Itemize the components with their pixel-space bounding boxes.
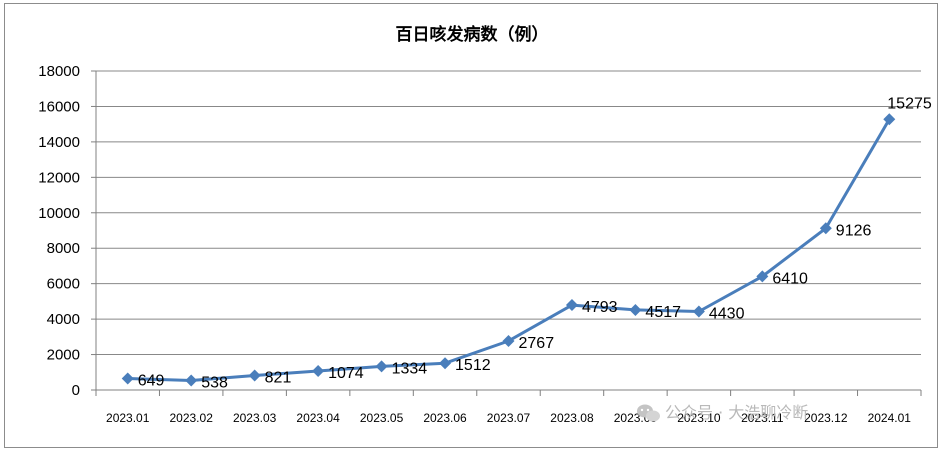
data-point-marker bbox=[883, 113, 896, 126]
data-label: 4517 bbox=[645, 304, 681, 321]
x-tick-label: 2023.02 bbox=[169, 411, 213, 425]
data-point-marker bbox=[629, 303, 642, 316]
data-label: 6410 bbox=[772, 270, 808, 287]
x-tick-label: 2023.03 bbox=[233, 411, 277, 425]
x-tick-label: 2023.06 bbox=[423, 411, 467, 425]
x-tick-label: 2023.04 bbox=[296, 411, 340, 425]
y-tick-label: 16000 bbox=[38, 98, 80, 115]
data-label: 15275 bbox=[887, 95, 932, 112]
watermark: 公众号 · 大浩聊冷断 bbox=[637, 403, 808, 422]
data-label: 1512 bbox=[455, 357, 491, 374]
data-label: 4430 bbox=[709, 305, 745, 322]
x-tick-label: 2023.10 bbox=[677, 411, 721, 425]
data-point-marker bbox=[692, 305, 705, 318]
line-chart: 百日咳发病数（例） 0 2000 4000 6000 8000 10000 12000 140… bbox=[38, 24, 932, 425]
data-point-marker bbox=[756, 270, 769, 283]
data-point-marker bbox=[185, 374, 198, 387]
chart-title: 百日咳发病数（例） bbox=[396, 24, 549, 45]
x-tick-label: 2023.05 bbox=[360, 411, 404, 425]
x-tick-label: 2023.07 bbox=[487, 411, 531, 425]
x-tick-label: 2023.12 bbox=[804, 411, 848, 425]
x-tick-label: 2023.11 bbox=[741, 411, 784, 425]
data-label: 4793 bbox=[582, 299, 618, 316]
y-tick-label: 2000 bbox=[47, 347, 80, 364]
data-labels: 649 538 821 1074 1334 1512 2767 4793 4517 4430 641… bbox=[138, 95, 932, 391]
data-point-marker bbox=[121, 372, 134, 385]
watermark-text: 公众号 · 大浩聊冷断 bbox=[665, 403, 808, 422]
data-point-marker bbox=[502, 334, 515, 347]
data-point-marker bbox=[439, 357, 452, 370]
data-point-marker bbox=[248, 369, 261, 382]
wechat-icon bbox=[637, 404, 660, 422]
x-tick-label: 2023.01 bbox=[106, 411, 150, 425]
y-tick-label: 0 bbox=[72, 382, 80, 399]
y-tick-label: 10000 bbox=[38, 205, 80, 222]
data-point-marker bbox=[819, 222, 832, 235]
y-tick-label: 6000 bbox=[47, 276, 80, 293]
gridlines bbox=[96, 70, 921, 356]
data-label: 2767 bbox=[519, 335, 555, 352]
y-tick-label: 18000 bbox=[38, 63, 80, 80]
x-tick-labels: 2023.01 2023.02 2023.03 2023.04 2023.05 2023.… bbox=[106, 411, 911, 425]
x-tick-label: 2024.01 bbox=[868, 411, 912, 425]
data-point-marker bbox=[375, 360, 388, 373]
data-label: 1074 bbox=[328, 365, 364, 382]
y-tick-labels: 0 2000 4000 6000 8000 10000 12000 14000 16000 180… bbox=[38, 63, 80, 399]
data-point-marker bbox=[312, 364, 325, 377]
data-label: 1334 bbox=[392, 360, 428, 377]
x-tick-label: 2023.08 bbox=[550, 411, 594, 425]
chart-frame: 百日咳发病数（例） 0 2000 4000 6000 8000 10000 12000 140… bbox=[4, 3, 938, 448]
axes bbox=[91, 70, 922, 396]
data-label: 538 bbox=[201, 374, 228, 391]
data-point-marker bbox=[565, 299, 578, 312]
y-tick-label: 8000 bbox=[47, 240, 80, 257]
data-label: 821 bbox=[265, 369, 292, 386]
data-label: 9126 bbox=[836, 222, 872, 239]
data-label: 649 bbox=[138, 372, 165, 389]
y-tick-label: 12000 bbox=[38, 169, 80, 186]
series-markers bbox=[121, 113, 896, 387]
y-tick-label: 4000 bbox=[47, 311, 80, 328]
y-tick-label: 14000 bbox=[38, 134, 80, 151]
